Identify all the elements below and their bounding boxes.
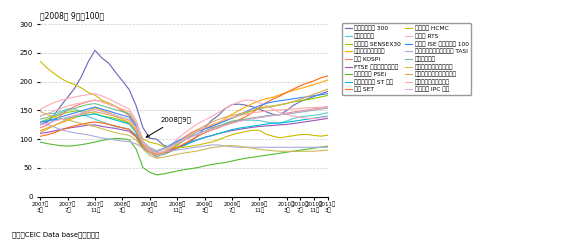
Text: （2008年 9月＝100）: （2008年 9月＝100） (40, 12, 105, 21)
Text: 資料：CEIC Data baseから作成。: 資料：CEIC Data baseから作成。 (12, 231, 99, 238)
Legend: 上海シンセン 300, 香港ハンセン, ムンバイ SENSEX30, ジャカルタ総合指数, 韓国 KOSPI, FTSE ブルサマレーシア, フィリピン PSE: 上海シンセン 300, 香港ハンセン, ムンバイ SENSEX30, ジャカルタ… (342, 24, 471, 95)
Text: 2008年9月: 2008年9月 (146, 116, 191, 137)
